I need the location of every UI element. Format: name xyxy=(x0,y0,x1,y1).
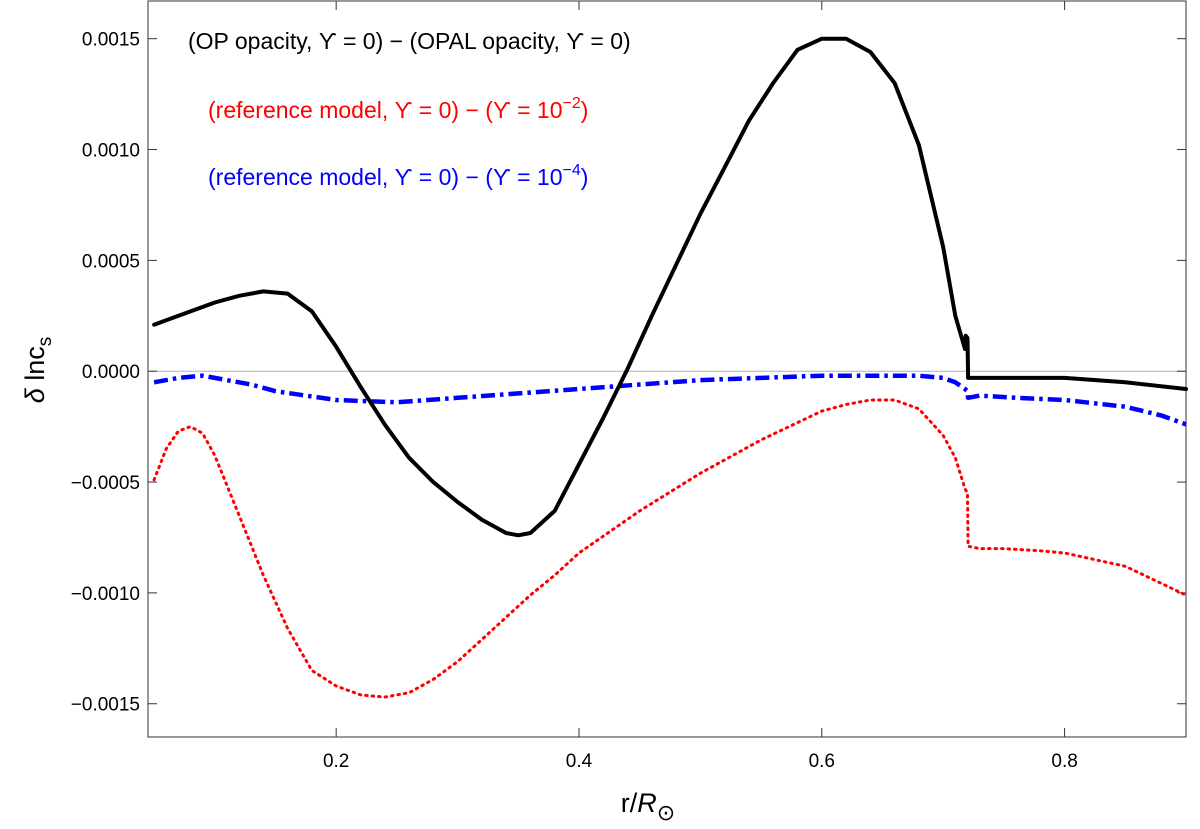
y-tick-label: 0.0010 xyxy=(82,141,140,162)
y-axis-title-main: lnc xyxy=(20,346,50,388)
y-tick-label: 0.0000 xyxy=(82,362,140,383)
series-line-1 xyxy=(152,36,1188,538)
x-axis-title-prefix: r/ xyxy=(621,788,638,818)
y-axis-title-prefix: δ xyxy=(20,387,50,403)
legend-entry-1: (OP opacity, ϒ = 0) − (OPAL opacity, ϒ =… xyxy=(188,28,631,54)
y-tick-label: −0.0005 xyxy=(71,473,140,494)
x-tick-label: 0.6 xyxy=(809,751,835,772)
y-tick-label: −0.0010 xyxy=(71,584,140,605)
x-axis-title: r/R⊙ xyxy=(621,788,675,825)
y-axis-title-subscript: s xyxy=(35,337,56,347)
y-axis-title: δ lncs xyxy=(20,337,56,404)
y-tick-label: 0.0005 xyxy=(82,251,140,272)
legend: (OP opacity, ϒ = 0) − (OPAL opacity, ϒ =… xyxy=(188,28,631,190)
series-line-2 xyxy=(152,398,1188,699)
series-layer xyxy=(152,36,1188,699)
series-line-3 xyxy=(153,373,1187,427)
plot-frame xyxy=(147,0,1187,738)
y-tick-label: −0.0015 xyxy=(71,695,140,716)
axis-ticks: 0.2 0.4 0.6 0.8 0.0015 0.0010 0.0005 0.0000 −0.0… xyxy=(71,1,1186,772)
x-tick-label: 0.8 xyxy=(1051,751,1077,772)
x-tick-label: 0.4 xyxy=(566,751,593,772)
x-tick-label: 0.2 xyxy=(323,751,349,772)
x-axis-title-subscript: ⊙ xyxy=(657,800,675,825)
y-tick-label: 0.0015 xyxy=(82,30,140,51)
legend-entry-3: (reference model, ϒ = 0) − (ϒ = 10−4) xyxy=(208,162,588,190)
x-axis-title-symbol: R xyxy=(637,788,657,818)
legend-entry-2: (reference model, ϒ = 0) − (ϒ = 10−2) xyxy=(208,95,588,123)
